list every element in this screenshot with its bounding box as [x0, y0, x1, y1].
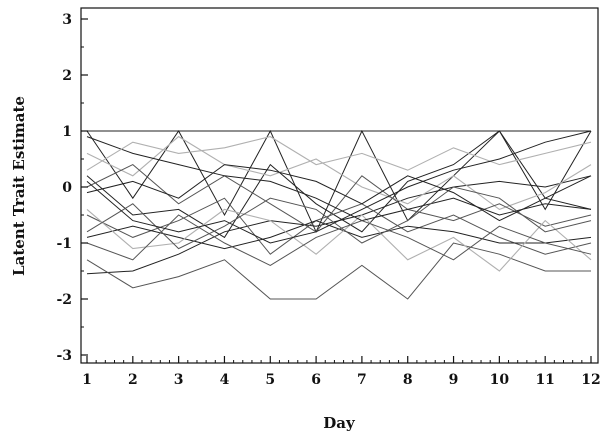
series-line-15	[86, 214, 592, 266]
x-tick-label: 1	[82, 372, 92, 388]
x-tick-label: 5	[265, 372, 275, 388]
y-axis-title: Latent Trait Estimate	[10, 96, 28, 276]
series-line-16	[86, 130, 592, 244]
x-tick-label: 9	[449, 372, 459, 388]
series-line-7	[86, 135, 592, 211]
y-tick-label: 0	[62, 180, 72, 196]
y-tick-label: -3	[56, 348, 72, 364]
x-tick-label: 4	[220, 372, 230, 388]
series-line-10	[86, 208, 592, 272]
x-tick-label: 10	[490, 372, 510, 388]
x-tick-label: 3	[174, 372, 184, 388]
series-line-6	[86, 197, 592, 255]
x-tick-label: 6	[311, 372, 321, 388]
series-layer	[86, 129, 592, 300]
plot-frame	[80, 7, 599, 364]
x-tick-label: 11	[535, 372, 554, 388]
y-tick-label: 1	[62, 124, 72, 140]
y-tick-label: -2	[56, 292, 72, 308]
series-line-13	[86, 136, 592, 171]
series-line-9	[86, 164, 592, 233]
series-line-4	[86, 242, 591, 300]
series-line-12	[86, 186, 592, 250]
x-axis-title: Day	[323, 414, 356, 432]
y-tick-label: 3	[62, 12, 72, 28]
x-axis: 1 2 3 4 5 6 7 8 9 10 11 12	[82, 356, 601, 388]
series-line-14	[86, 164, 592, 222]
y-tick-label: -1	[56, 236, 72, 252]
x-tick-label: 7	[357, 372, 367, 388]
y-tick-label: 2	[62, 68, 72, 84]
x-tick-label: 8	[403, 372, 413, 388]
y-axis: -3 -2 -1 0 1 2 3	[56, 12, 88, 364]
series-line-11	[86, 136, 592, 222]
series-line-5	[86, 130, 592, 239]
series-line-2	[86, 129, 592, 234]
x-tick-label: 12	[581, 372, 600, 388]
x-tick-label: 2	[128, 372, 138, 388]
